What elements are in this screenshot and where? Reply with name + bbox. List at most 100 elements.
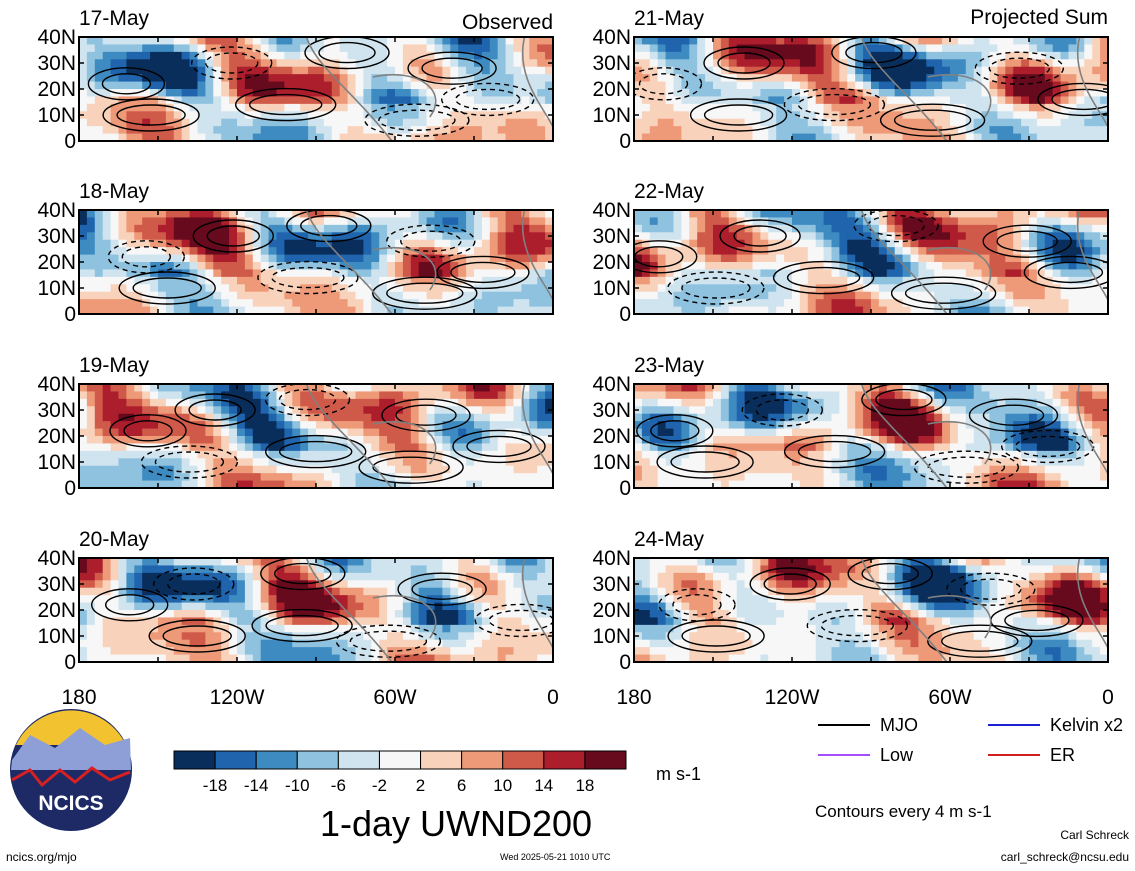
heat-cell xyxy=(94,89,104,98)
heat-cell xyxy=(886,118,896,127)
heat-cell xyxy=(158,572,167,581)
heat-cell xyxy=(150,473,159,482)
heat-cell xyxy=(513,284,522,293)
heat-cell xyxy=(537,224,546,233)
heat-cell xyxy=(458,66,467,75)
heat-cell xyxy=(276,624,285,633)
heat-cell xyxy=(760,224,769,233)
heat-cell xyxy=(158,247,167,256)
heat-cell xyxy=(347,398,357,407)
heat-cell xyxy=(355,595,364,604)
heat-cell xyxy=(237,44,246,53)
heat-cell xyxy=(434,103,443,112)
heat-cell xyxy=(126,443,135,452)
heat-cell xyxy=(871,81,880,90)
heat-cell xyxy=(926,217,935,226)
heat-cell xyxy=(1068,118,1077,127)
heat-cell xyxy=(634,269,643,278)
heat-cell xyxy=(110,406,120,415)
heat-cell xyxy=(910,306,919,314)
heat-cell xyxy=(466,406,475,415)
heat-cell xyxy=(997,51,1006,60)
heat-cell xyxy=(871,96,880,105)
heat-cell xyxy=(347,66,357,75)
heat-cell xyxy=(489,602,499,611)
heat-cell xyxy=(418,81,428,90)
heat-cell xyxy=(402,291,412,300)
heat-cell xyxy=(1029,103,1038,112)
heat-cell xyxy=(284,262,293,271)
heat-cell xyxy=(934,269,943,278)
heat-cell xyxy=(760,66,769,75)
heat-cell xyxy=(474,269,483,278)
heat-cell xyxy=(410,436,420,445)
heat-cell xyxy=(181,610,191,619)
heat-cell xyxy=(871,37,880,46)
heat-cell xyxy=(942,51,951,60)
heat-cell xyxy=(316,96,325,105)
heat-cell xyxy=(181,276,191,285)
heat-cell xyxy=(229,421,238,430)
heat-cell xyxy=(418,103,428,112)
heat-cell xyxy=(537,217,546,226)
heat-cell xyxy=(197,59,206,68)
heat-cell xyxy=(466,617,475,626)
y-tick-label: 40N xyxy=(592,26,631,49)
heat-cell xyxy=(300,224,309,233)
heat-cell xyxy=(126,59,135,68)
heat-cell xyxy=(150,284,159,293)
heat-cell xyxy=(142,44,151,53)
heat-cell xyxy=(355,59,364,68)
heat-cell xyxy=(331,81,341,90)
heat-cell xyxy=(284,239,293,248)
heat-cell xyxy=(799,254,809,263)
heat-cell xyxy=(86,239,96,248)
heat-cell xyxy=(379,59,388,68)
heat-cell xyxy=(466,96,475,105)
heat-cell xyxy=(260,587,270,596)
heat-cell xyxy=(466,44,475,53)
heat-cell xyxy=(768,133,777,141)
heat-cell xyxy=(641,247,651,256)
heat-cell xyxy=(213,421,222,430)
heat-cell xyxy=(213,587,222,596)
heat-cell xyxy=(720,306,730,314)
heat-cell xyxy=(521,558,530,567)
heat-cell xyxy=(276,254,285,263)
heat-cell xyxy=(142,565,151,574)
heat-cell xyxy=(181,624,191,633)
heat-cell xyxy=(784,126,793,135)
heat-cell xyxy=(831,306,840,314)
heat-cell xyxy=(189,96,199,105)
heat-cell xyxy=(181,133,191,141)
heat-cell xyxy=(387,224,396,233)
heat-cell xyxy=(300,306,309,314)
heat-cell xyxy=(744,111,754,120)
heat-cell xyxy=(934,37,943,46)
heat-cell xyxy=(529,647,538,656)
heat-cell xyxy=(118,384,127,393)
heat-cell xyxy=(681,74,690,83)
heat-cell xyxy=(102,654,112,662)
heat-cell xyxy=(150,103,159,112)
heat-cell xyxy=(371,232,380,241)
heat-cell xyxy=(442,126,451,135)
heat-cell xyxy=(513,587,522,596)
heat-cell xyxy=(316,44,325,53)
heat-cell xyxy=(244,224,254,233)
heat-cell xyxy=(863,126,872,135)
heat-cell xyxy=(165,580,175,589)
heat-cell xyxy=(284,111,293,120)
heat-cell xyxy=(165,247,175,256)
heat-cell xyxy=(268,473,278,482)
heat-cell xyxy=(894,217,904,226)
heat-cell xyxy=(545,133,553,141)
heat-cell xyxy=(752,210,761,219)
heat-cell xyxy=(284,624,293,633)
heat-cell xyxy=(434,118,443,127)
heat-cell xyxy=(934,224,943,233)
heat-cell xyxy=(481,232,491,241)
heat-cell xyxy=(339,458,349,467)
heat-cell xyxy=(481,391,491,400)
